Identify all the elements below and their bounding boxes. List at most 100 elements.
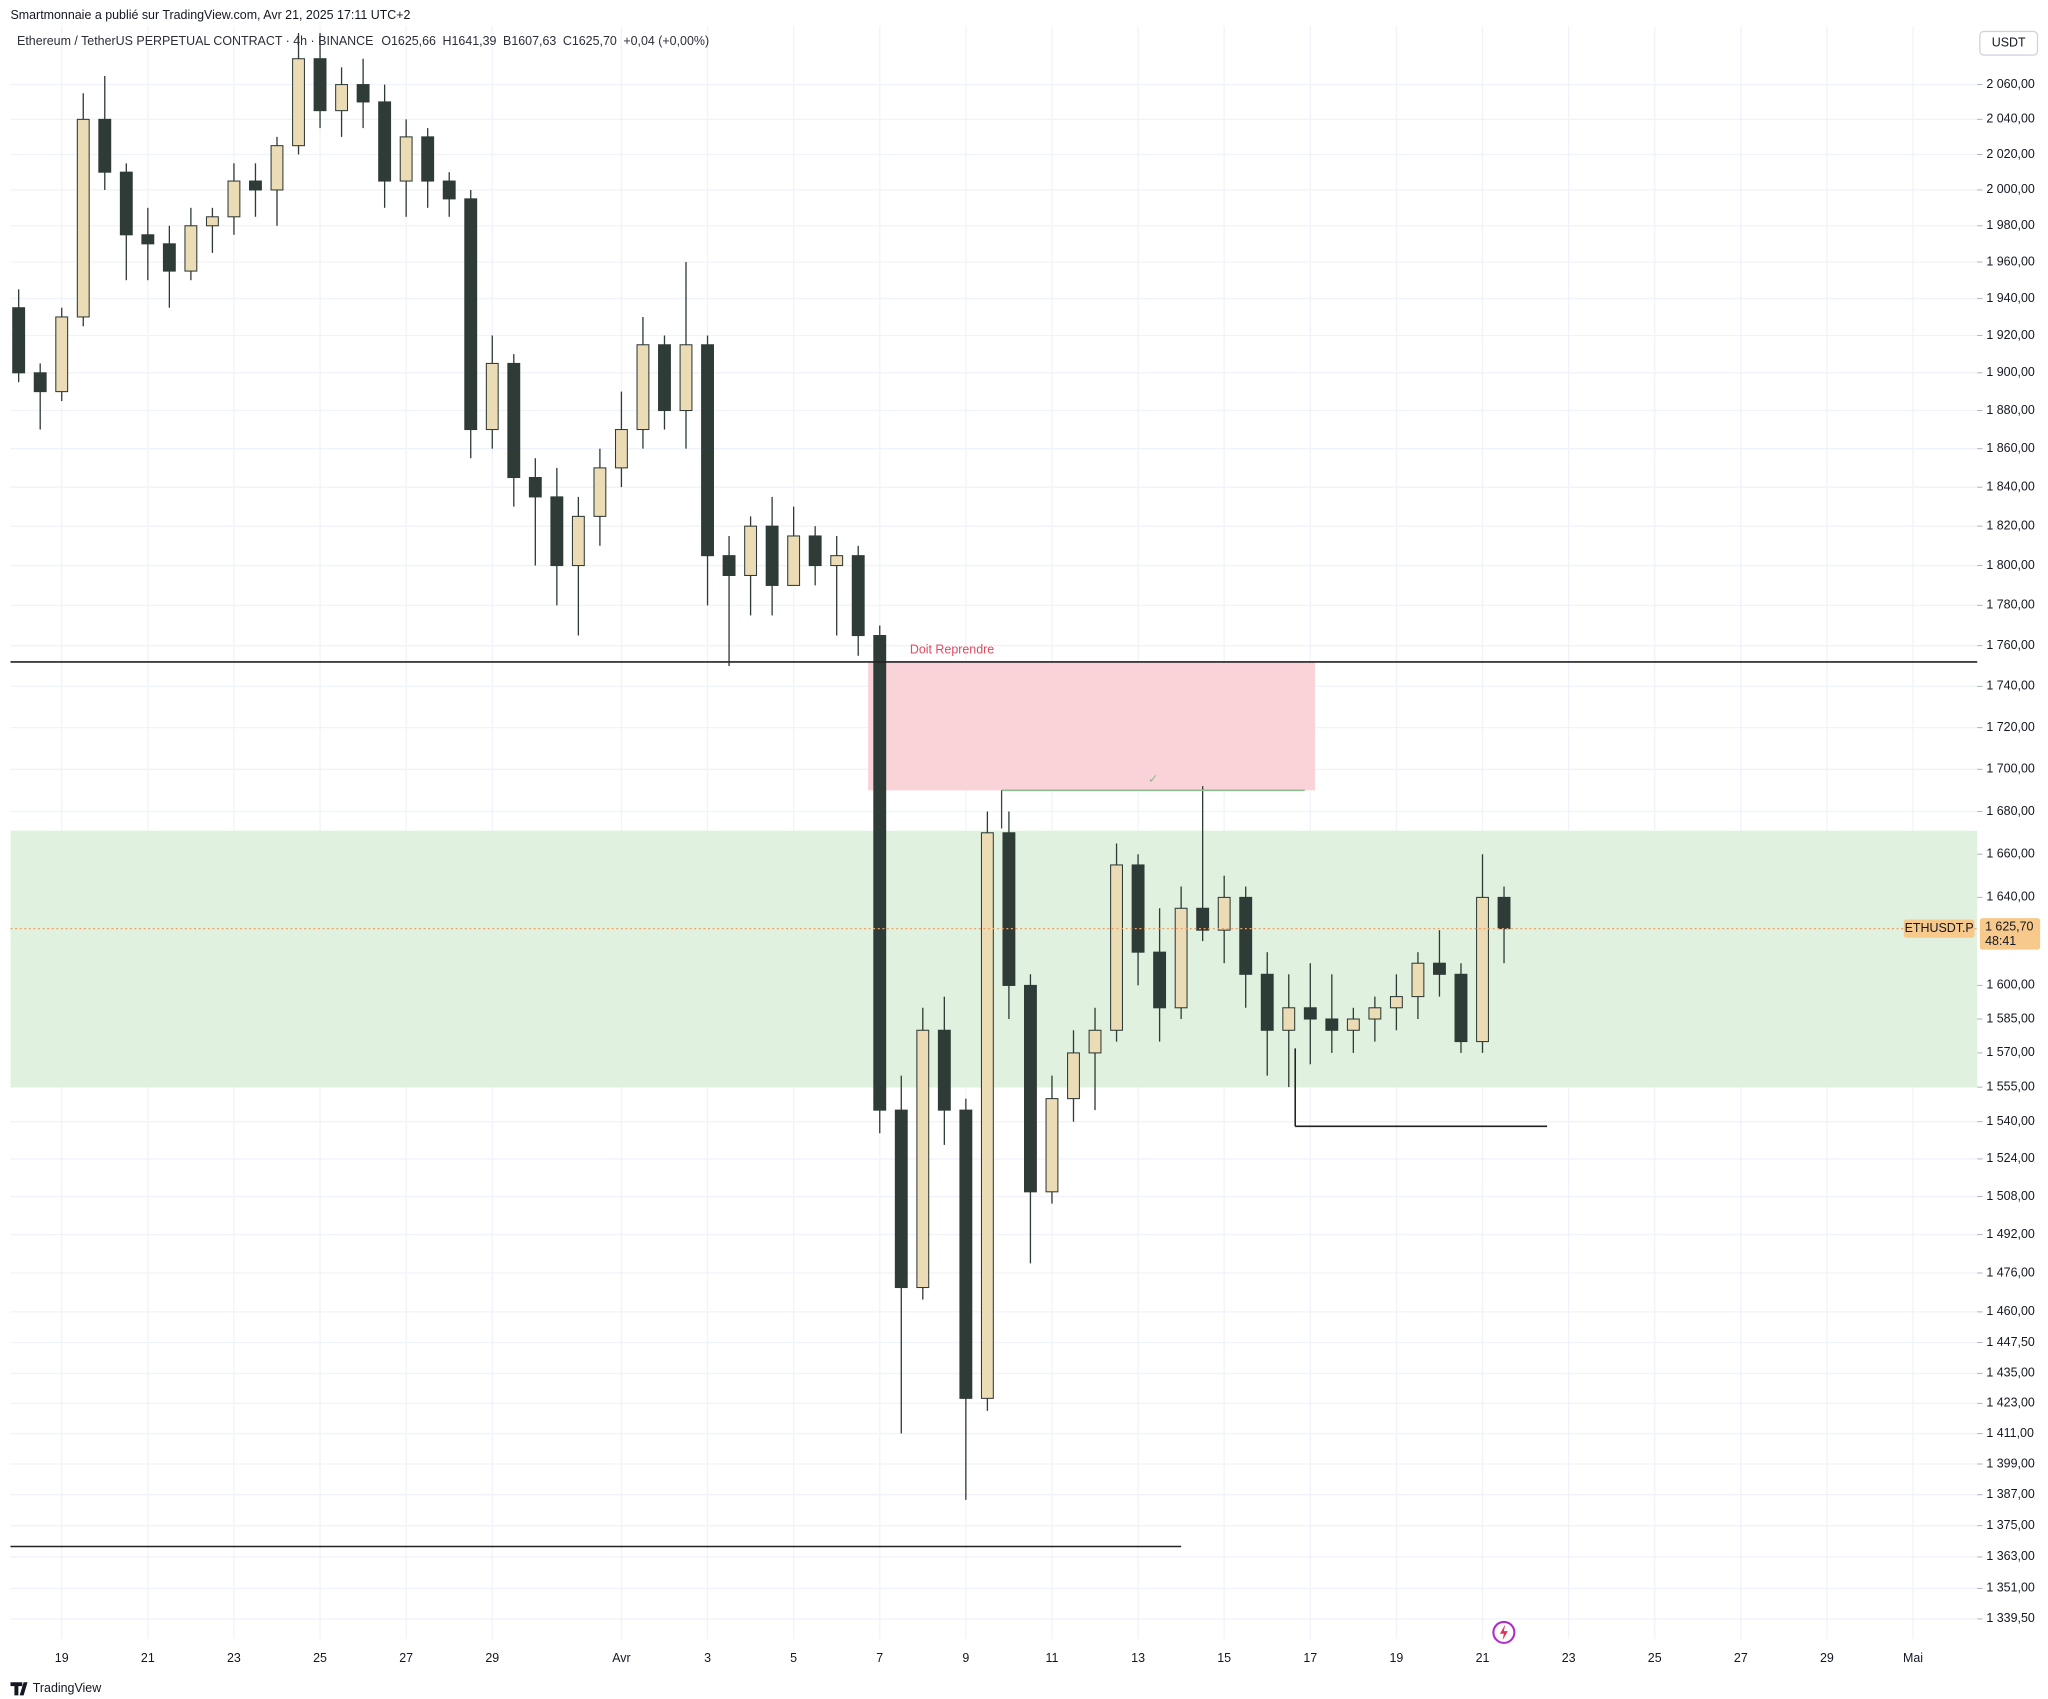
ohlc-legend-item: O1625,66 bbox=[381, 34, 436, 48]
candles bbox=[12, 33, 1511, 1500]
currency-box bbox=[1979, 30, 2039, 56]
instrument: Ethereum / TetherUS PERPETUAL CONTRACT ·… bbox=[17, 34, 373, 48]
candle-body bbox=[679, 344, 693, 412]
x-tick-label: 19 bbox=[55, 1651, 69, 1665]
candle-body bbox=[1476, 896, 1489, 1043]
candle-body bbox=[249, 180, 262, 191]
y-tick-label: 1 351,00 bbox=[1986, 1581, 2034, 1595]
y-tick-label: 1 660,00 bbox=[1986, 846, 2034, 860]
x-tick-label: 25 bbox=[1648, 1651, 1662, 1665]
symbol-tag bbox=[1903, 919, 1975, 938]
candle-body bbox=[507, 362, 521, 479]
candle-body bbox=[76, 118, 90, 318]
y-tick-label: 1 524,00 bbox=[1986, 1151, 2034, 1165]
y-tick-label: 1 880,00 bbox=[1986, 403, 2034, 417]
candle-body bbox=[1217, 896, 1231, 931]
ohlc-legend-item: B1607,63 bbox=[503, 34, 556, 48]
candle-body bbox=[528, 476, 542, 498]
y-tick-label: 1 700,00 bbox=[1986, 762, 2034, 776]
x-tick-label: 23 bbox=[227, 1651, 241, 1665]
y-tick-label: 2 020,00 bbox=[1986, 147, 2034, 161]
y-tick-label: 1 920,00 bbox=[1986, 328, 2034, 342]
x-tick-label: 29 bbox=[485, 1651, 499, 1665]
candle-body bbox=[1067, 1052, 1080, 1100]
candle-body bbox=[421, 136, 435, 182]
candle-body bbox=[894, 1109, 908, 1289]
y-tick-label: 1 860,00 bbox=[1986, 441, 2034, 455]
candle-body bbox=[550, 496, 564, 567]
candle-body bbox=[722, 555, 736, 576]
y-tick-label: 1 780,00 bbox=[1986, 598, 2034, 612]
logo-shape bbox=[10, 1682, 28, 1696]
candle-body bbox=[980, 832, 994, 1399]
y-tick-label: 1 387,00 bbox=[1986, 1487, 2034, 1501]
brand-logo bbox=[10, 1682, 28, 1696]
candle-body bbox=[227, 180, 241, 218]
x-tick-label: 17 bbox=[1303, 1651, 1317, 1665]
ohlc-legend-item: C1625,70 bbox=[563, 34, 617, 48]
candle-body bbox=[636, 344, 650, 431]
candle-body bbox=[1196, 907, 1210, 931]
candle-body bbox=[1174, 907, 1188, 1009]
green-zone bbox=[10, 830, 1978, 1088]
ohlc-legend-item: +0,04 (+0,00%) bbox=[623, 34, 709, 48]
candle-body bbox=[1454, 973, 1468, 1043]
candle-body bbox=[765, 525, 779, 586]
y-tick-label: 1 375,00 bbox=[1986, 1518, 2034, 1532]
x-tick-label: 21 bbox=[1476, 1651, 1490, 1665]
candle-body bbox=[119, 171, 133, 236]
y-tick-label: 1 411,00 bbox=[1986, 1426, 2034, 1440]
candle-body bbox=[1303, 1007, 1317, 1020]
x-tick-label: 7 bbox=[876, 1651, 883, 1665]
y-tick-label: 1 555,00 bbox=[1986, 1079, 2034, 1093]
candle-body bbox=[33, 372, 47, 393]
candle-body bbox=[1411, 962, 1425, 998]
x-tick-label: 29 bbox=[1820, 1651, 1834, 1665]
candle-body bbox=[399, 136, 413, 182]
ohlc-legend-item: H1641,39 bbox=[443, 34, 497, 48]
candle-body bbox=[916, 1029, 930, 1289]
y-tick-label: 1 760,00 bbox=[1986, 638, 2034, 652]
candle-body bbox=[12, 307, 26, 374]
x-tick-label: 25 bbox=[313, 1651, 327, 1665]
candle-body bbox=[442, 180, 456, 200]
y-tick-label: 1 740,00 bbox=[1986, 679, 2034, 693]
y-tick-label: 1 460,00 bbox=[1986, 1304, 2034, 1318]
y-tick-label: 1 447,50 bbox=[1986, 1335, 2034, 1349]
x-tick-label: 21 bbox=[141, 1651, 155, 1665]
candle-body bbox=[614, 429, 628, 469]
candle-body bbox=[1239, 896, 1253, 975]
candle-body bbox=[55, 316, 69, 393]
x-tick-label: 19 bbox=[1389, 1651, 1403, 1665]
candle-body bbox=[313, 58, 327, 112]
candle-body bbox=[1497, 896, 1511, 930]
candle-body bbox=[1088, 1029, 1102, 1054]
candle-body bbox=[744, 525, 758, 576]
check-mark: ✓ bbox=[1148, 772, 1158, 786]
countdown: 48:41 bbox=[1985, 934, 2016, 948]
symbol-label: ETHUSDT.P bbox=[1905, 921, 1974, 935]
candle-body bbox=[830, 555, 844, 567]
y-tick-label: 1 800,00 bbox=[1986, 558, 2034, 572]
y-tick-label: 1 339,50 bbox=[1986, 1611, 2034, 1625]
candle-body bbox=[1368, 1007, 1382, 1020]
candle-body bbox=[270, 145, 284, 191]
x-tick-label: Avr bbox=[612, 1651, 630, 1665]
x-tick-label: Mai bbox=[1903, 1651, 1923, 1665]
candle-body bbox=[1282, 1007, 1296, 1031]
y-tick-label: 1 900,00 bbox=[1986, 365, 2034, 379]
y-tick-label: 1 585,00 bbox=[1986, 1011, 2034, 1025]
candle-body bbox=[701, 344, 714, 557]
candle-body bbox=[485, 362, 499, 431]
y-tick-label: 1 540,00 bbox=[1986, 1114, 2034, 1128]
y-tick-label: 2 040,00 bbox=[1986, 112, 2034, 126]
candle-body bbox=[937, 1029, 951, 1111]
candle-body bbox=[787, 535, 801, 586]
candle-body bbox=[593, 467, 607, 517]
axes: 2 060,00 2 040,00 2 020,00 2 000,00 1 980,00… bbox=[55, 77, 2035, 1665]
y-tick-label: 1 980,00 bbox=[1986, 218, 2034, 232]
y-tick-label: 1 570,00 bbox=[1986, 1045, 2034, 1059]
candle-body bbox=[1346, 1018, 1360, 1031]
candle-body bbox=[1389, 996, 1403, 1009]
